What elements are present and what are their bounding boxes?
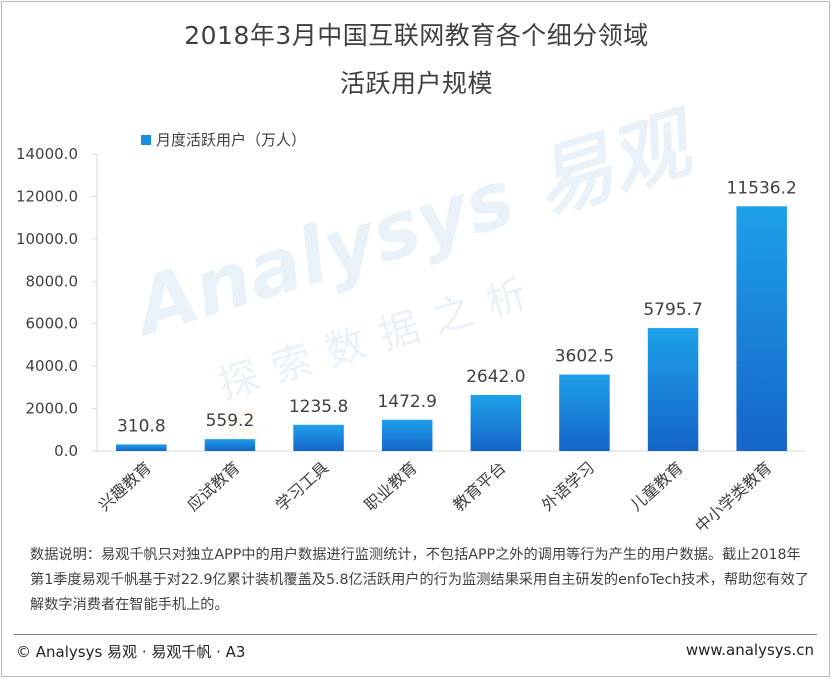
x-tick-label: 学习工具	[272, 458, 332, 515]
y-tick-label: 14000.0	[16, 145, 78, 163]
x-tick-label: 儿童教育	[626, 458, 686, 515]
x-tick-label: 外语学习	[538, 458, 598, 515]
data-labels: 310.8 559.2 1235.8 1472.9 2642.0 3602.5 5795.7…	[117, 178, 797, 436]
bar	[204, 439, 256, 451]
x-tick-label: 教育平台	[449, 458, 509, 515]
chart-legend: 月度活跃用户（万人）	[141, 129, 306, 150]
y-axis: 0.0 2000.0 4000.0 6000.0 8000.0 10000.0 12000.…	[16, 145, 98, 460]
y-tick-label: 6000.0	[26, 315, 79, 333]
data-note: 数据说明：易观千帆只对独立APP中的用户数据进行监测统计，不包括APP之外的调用…	[30, 547, 809, 613]
y-tick-label: 10000.0	[16, 230, 78, 248]
y-tick-label: 0.0	[54, 442, 78, 460]
data-label: 5795.7	[643, 300, 702, 320]
chart-title-line1: 2018年3月中国互联网教育各个细分领域	[184, 21, 649, 50]
footer-divider	[14, 634, 817, 635]
footer-copyright: © Analysys 易观 · 易观千帆 · A3	[16, 643, 246, 661]
x-tick-label: 职业教育	[361, 458, 421, 515]
x-tick-label: 兴趣教育	[95, 458, 155, 515]
bar	[381, 419, 433, 451]
data-label: 11536.2	[727, 178, 797, 198]
data-label: 1235.8	[289, 397, 348, 417]
x-tick-label: 中小学类教育	[691, 458, 775, 536]
bar	[559, 374, 610, 451]
legend-label: 月度活跃用户（万人）	[156, 131, 307, 149]
bar-chart: 0.0 2000.0 4000.0 6000.0 8000.0 10000.0 12000.…	[16, 145, 806, 536]
category-labels: 兴趣教育 应试教育 学习工具 职业教育 教育平台 外语学习 儿童教育 中小学类教育	[95, 458, 776, 536]
data-label: 1472.9	[377, 392, 436, 412]
y-tick-label: 2000.0	[26, 400, 79, 418]
data-label: 2642.0	[466, 367, 525, 387]
bar	[116, 444, 167, 451]
chart-title-line2: 活跃用户规模	[339, 69, 493, 98]
bar-series	[116, 206, 787, 451]
legend-swatch	[141, 134, 151, 145]
bar	[736, 206, 787, 451]
bar	[647, 328, 699, 451]
y-tick-label: 4000.0	[26, 357, 79, 375]
x-tick-label: 应试教育	[183, 458, 243, 515]
footer-website-link[interactable]: www.analysys.cn	[685, 641, 814, 659]
bar	[293, 424, 344, 451]
y-tick-label: 12000.0	[16, 187, 78, 205]
data-label: 559.2	[206, 411, 255, 431]
data-label: 310.8	[117, 416, 166, 436]
y-tick-label: 8000.0	[26, 272, 79, 290]
bar	[470, 394, 522, 451]
data-label: 3602.5	[555, 347, 614, 367]
